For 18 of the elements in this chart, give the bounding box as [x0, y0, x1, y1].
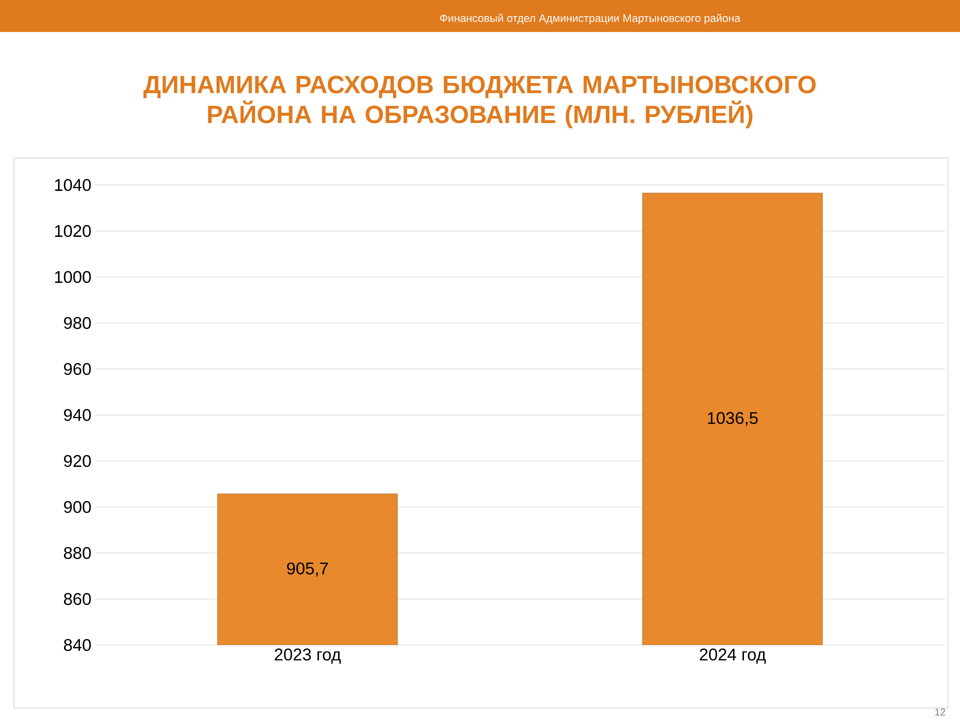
- y-tick-label: 900: [64, 501, 91, 513]
- y-tick-label: 1040: [55, 178, 91, 191]
- y-tick-label: 840: [64, 639, 91, 651]
- text: Финансовый отдел Администрации Мартыновского района: [440, 14, 740, 24]
- y-tick-label: 960: [64, 363, 91, 375]
- y-tick-label: 1000: [55, 270, 91, 283]
- y-tick-label: 880: [64, 547, 91, 559]
- y-tick-label: 940: [64, 409, 91, 421]
- x-tick-label: 2023 год: [274, 648, 341, 664]
- chart-title: ДИНАМИКА РАСХОДОВ БЮДЖЕТА МАРТЫНОВСКОГО РАЙОНА НА ОБРАЗОВАНИЕ (МЛН. РУБЛЕЙ): [143, 76, 816, 128]
- y-tick-label: 1020: [55, 224, 91, 237]
- text: 12: [935, 708, 946, 716]
- y-tick-label: 860: [64, 593, 91, 605]
- x-tick-label: 2024 год: [700, 648, 766, 664]
- y-tick-label: 920: [64, 455, 91, 467]
- data-label: 905,7: [287, 562, 328, 576]
- y-tick-label: 980: [64, 316, 91, 329]
- data-label: 1036,5: [708, 412, 758, 426]
